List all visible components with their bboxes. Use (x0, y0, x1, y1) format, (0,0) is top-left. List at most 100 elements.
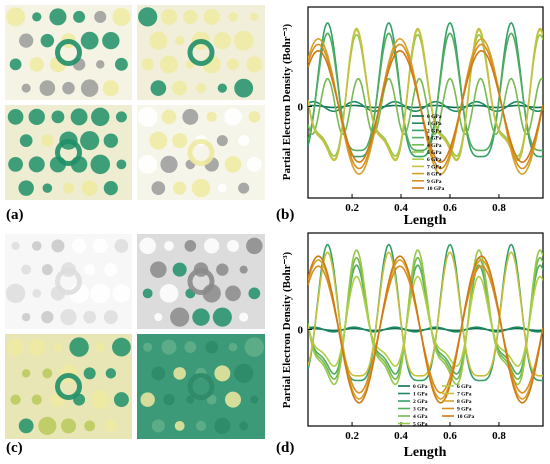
density-lobe (216, 135, 228, 147)
density-lobe (172, 133, 188, 149)
chart-d-ytick-label: 0 (298, 325, 304, 337)
panel-label-c: (c) (6, 440, 23, 456)
density-lobe (214, 417, 231, 434)
density-lobe (225, 285, 241, 302)
chart-d-legend-entry: 5 GPa (413, 422, 428, 428)
chart-b-series-line-10 (308, 49, 543, 164)
density-lobe (143, 342, 153, 352)
density-lobe (246, 156, 262, 172)
density-lobe (28, 338, 46, 356)
density-lobe (228, 342, 238, 352)
chart-b-series-line-4 (308, 77, 543, 136)
density-lobe (227, 58, 239, 71)
density-lobe (7, 338, 25, 356)
density-lobe (141, 58, 154, 71)
density-lobe (41, 264, 53, 276)
density-lobe (53, 342, 63, 352)
density-lobe (7, 109, 24, 125)
chart-d-legend-entry: 6 GPa (457, 384, 472, 390)
density-lobe (173, 181, 187, 195)
density-lobe (31, 394, 42, 405)
density-lobe (11, 241, 20, 250)
density-lobe (170, 307, 190, 327)
density-lobe (154, 313, 163, 322)
chart-b-legend-entry: 7 GPa (427, 164, 442, 170)
density-lobe (28, 108, 45, 126)
density-lobe (10, 394, 21, 405)
density-lobe (112, 7, 131, 26)
density-lobe (217, 183, 227, 193)
density-lobe (104, 419, 117, 432)
chart-d-series-line-6 (308, 275, 543, 367)
density-lobe (248, 111, 261, 123)
density-lobe (73, 10, 86, 23)
density-lobe (212, 307, 232, 327)
density-lobe (18, 418, 34, 434)
density-lobe (233, 30, 254, 51)
chart-d-xlabel: Length (404, 445, 447, 460)
density-lobe (115, 111, 127, 123)
density-lobe (38, 416, 57, 435)
chart-b-xtick-label: 0.4 (394, 202, 408, 214)
density-lobe (103, 310, 118, 325)
density-lobe (71, 238, 87, 254)
density-lobe (192, 308, 210, 326)
density-lobe (246, 56, 263, 73)
panel-label-d: (d) (276, 440, 294, 456)
density-lobe (184, 341, 197, 354)
chart-d-xtick-label: 0.4 (394, 430, 408, 442)
chart-d-series-line-1 (308, 326, 543, 333)
density-lobe (112, 337, 131, 357)
density-lobe (234, 78, 254, 98)
density-lobe (94, 10, 107, 23)
density-lobe (103, 181, 118, 196)
ring-motif (187, 139, 215, 166)
density-lobe (160, 155, 178, 173)
density-lobe (142, 288, 153, 299)
density-lobe (21, 83, 31, 93)
density-lobe (150, 80, 167, 96)
density-lobe (21, 264, 32, 275)
density-lobe (244, 337, 265, 357)
chart-b-ytick-label: 0 (298, 101, 304, 113)
chart-b-xlabel: Length (404, 213, 447, 228)
ring-motif (55, 39, 82, 66)
density-lobe (250, 395, 259, 404)
density-lobe (250, 12, 259, 22)
chart-d-series-line-10 (308, 255, 543, 404)
density-lobe (18, 180, 34, 196)
density-lobe (49, 8, 67, 26)
density-lobe (116, 159, 127, 170)
panel-a-images (5, 5, 265, 200)
ring-motif (187, 373, 215, 400)
density-lobe (70, 108, 88, 126)
chart-d-xtick-label: 0.6 (443, 430, 457, 442)
density-lobe (203, 8, 220, 25)
density-lobe (228, 12, 238, 22)
density-lobe (40, 33, 55, 48)
density-lobe (105, 368, 117, 379)
density-lobe (227, 239, 239, 252)
density-lobe (51, 239, 65, 253)
density-lobe (114, 57, 128, 71)
chart-d-legend-entry: 3 GPa (413, 407, 428, 413)
density-lobe (102, 31, 120, 50)
density-lobe (60, 309, 77, 326)
density-lobe (39, 80, 56, 96)
density-lobe (248, 287, 261, 300)
density-lobe (80, 131, 100, 151)
density-lobe (19, 33, 34, 48)
density-lobe (173, 367, 186, 380)
density-lobe (182, 108, 199, 125)
density-lobe (84, 420, 96, 432)
chart-d-legend-entry: 7 GPa (457, 392, 472, 398)
density-lobe (90, 390, 110, 410)
density-lobe (32, 289, 42, 298)
density-lobe (205, 340, 219, 354)
density-lobe (213, 31, 232, 50)
density-lobe (42, 183, 53, 193)
